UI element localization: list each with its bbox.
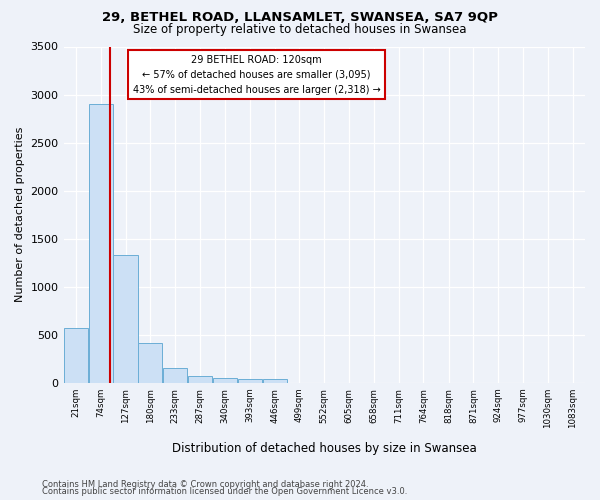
Text: Contains public sector information licensed under the Open Government Licence v3: Contains public sector information licen… — [42, 487, 407, 496]
Bar — [238, 378, 262, 383]
Bar — [113, 255, 137, 383]
Text: Size of property relative to detached houses in Swansea: Size of property relative to detached ho… — [133, 22, 467, 36]
Bar — [89, 104, 113, 383]
Bar — [213, 378, 237, 383]
Bar — [64, 328, 88, 383]
Bar — [263, 379, 287, 383]
Text: 29, BETHEL ROAD, LLANSAMLET, SWANSEA, SA7 9QP: 29, BETHEL ROAD, LLANSAMLET, SWANSEA, SA… — [102, 11, 498, 24]
Bar — [188, 376, 212, 383]
Text: Contains HM Land Registry data © Crown copyright and database right 2024.: Contains HM Land Registry data © Crown c… — [42, 480, 368, 489]
Y-axis label: Number of detached properties: Number of detached properties — [15, 127, 25, 302]
X-axis label: Distribution of detached houses by size in Swansea: Distribution of detached houses by size … — [172, 442, 476, 455]
Text: 29 BETHEL ROAD: 120sqm
← 57% of detached houses are smaller (3,095)
43% of semi-: 29 BETHEL ROAD: 120sqm ← 57% of detached… — [133, 55, 380, 94]
Bar — [138, 344, 163, 383]
Bar — [163, 368, 187, 383]
